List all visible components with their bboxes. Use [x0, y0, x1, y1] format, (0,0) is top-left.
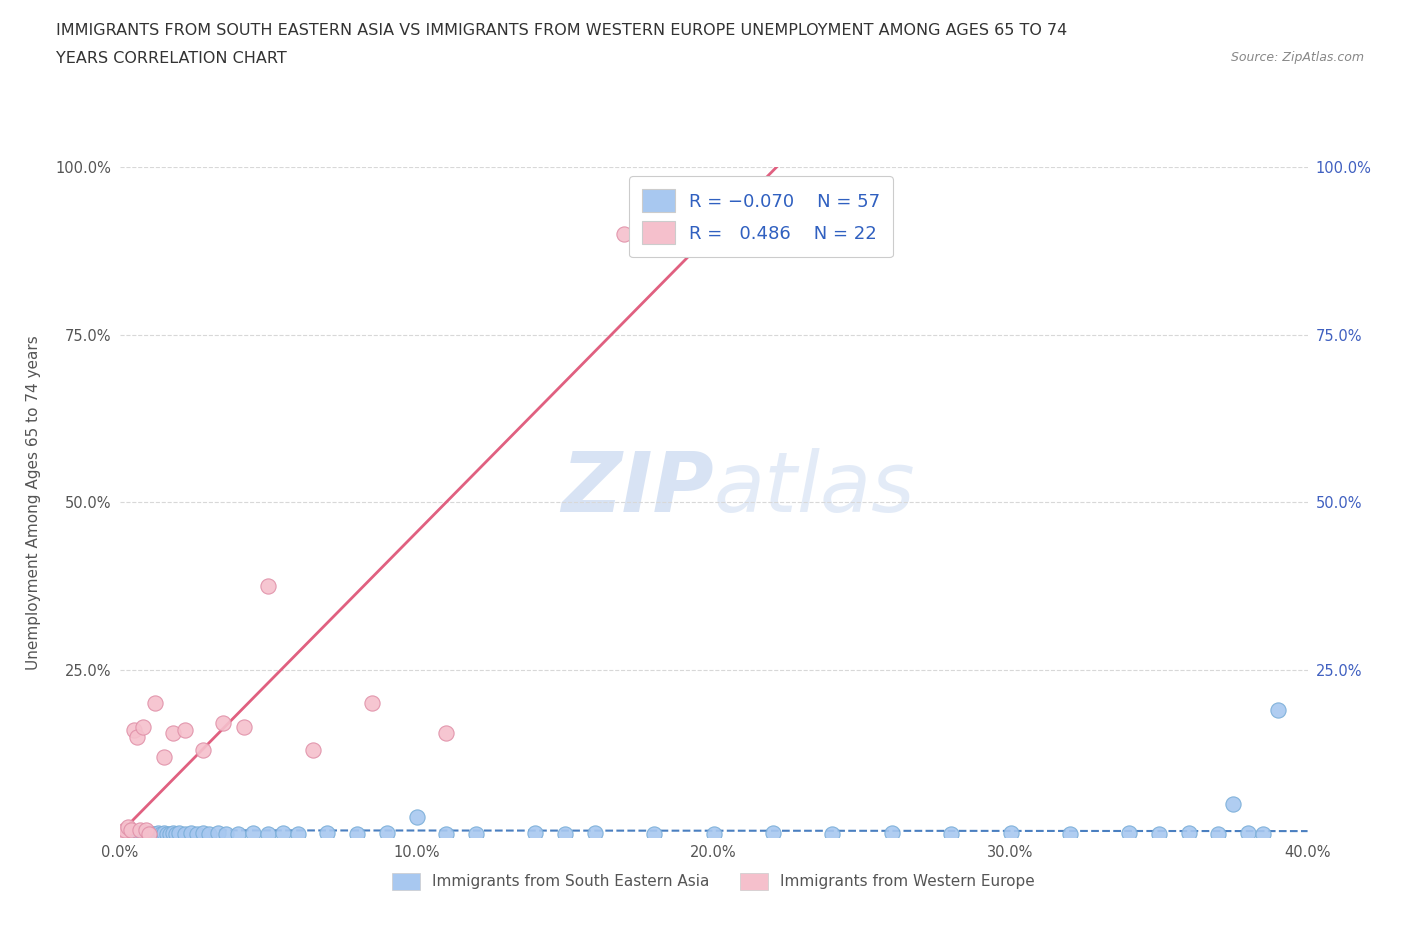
Point	[880, 826, 903, 841]
Point	[111, 826, 134, 841]
Legend: Immigrants from South Eastern Asia, Immigrants from Western Europe: Immigrants from South Eastern Asia, Immi…	[387, 867, 1040, 897]
Point	[524, 826, 547, 841]
Point	[464, 826, 486, 841]
Point	[132, 826, 155, 841]
Point	[301, 742, 323, 757]
Point	[162, 725, 184, 740]
Point	[129, 826, 152, 841]
Point	[1251, 826, 1274, 841]
Point	[1147, 826, 1170, 841]
Point	[316, 826, 339, 841]
Point	[127, 729, 149, 744]
Point	[1267, 702, 1289, 717]
Point	[346, 826, 368, 841]
Point	[228, 826, 250, 841]
Point	[233, 719, 256, 734]
Point	[434, 826, 457, 841]
Point	[180, 826, 202, 841]
Point	[1178, 826, 1201, 841]
Point	[146, 826, 169, 841]
Point	[167, 826, 190, 841]
Point	[554, 826, 576, 841]
Point	[361, 696, 384, 711]
Point	[939, 826, 962, 841]
Point	[141, 826, 163, 841]
Point	[138, 826, 160, 841]
Point	[117, 819, 139, 834]
Point	[762, 826, 785, 841]
Point	[173, 826, 195, 841]
Point	[821, 826, 844, 841]
Point	[186, 826, 208, 841]
Point	[405, 809, 427, 824]
Point	[117, 826, 139, 841]
Point	[215, 826, 238, 841]
Point	[138, 826, 160, 841]
Point	[1222, 796, 1244, 811]
Point	[124, 723, 146, 737]
Point	[124, 826, 146, 841]
Point	[156, 826, 179, 841]
Text: atlas: atlas	[713, 448, 915, 529]
Text: Source: ZipAtlas.com: Source: ZipAtlas.com	[1230, 51, 1364, 64]
Point	[173, 723, 195, 737]
Point	[702, 826, 725, 841]
Point	[132, 719, 155, 734]
Point	[375, 826, 398, 841]
Point	[434, 725, 457, 740]
Point	[191, 742, 214, 757]
Point	[191, 826, 214, 841]
Point	[1059, 826, 1081, 841]
Point	[271, 826, 294, 841]
Point	[114, 826, 136, 841]
Point	[162, 826, 184, 841]
Point	[197, 826, 219, 841]
Y-axis label: Unemployment Among Ages 65 to 74 years: Unemployment Among Ages 65 to 74 years	[27, 335, 41, 670]
Point	[257, 826, 280, 841]
Point	[153, 750, 176, 764]
Point	[165, 826, 187, 841]
Point	[120, 826, 142, 841]
Point	[207, 826, 229, 841]
Point	[129, 823, 152, 838]
Point	[1118, 826, 1140, 841]
Point	[583, 826, 606, 841]
Point	[127, 826, 149, 841]
Text: YEARS CORRELATION CHART: YEARS CORRELATION CHART	[56, 51, 287, 66]
Point	[143, 696, 166, 711]
Point	[212, 716, 235, 731]
Text: IMMIGRANTS FROM SOUTH EASTERN ASIA VS IMMIGRANTS FROM WESTERN EUROPE UNEMPLOYMEN: IMMIGRANTS FROM SOUTH EASTERN ASIA VS IM…	[56, 23, 1067, 38]
Point	[1237, 826, 1260, 841]
Point	[143, 826, 166, 841]
Point	[643, 826, 665, 841]
Point	[242, 826, 264, 841]
Point	[613, 227, 636, 242]
Point	[287, 826, 309, 841]
Point	[257, 578, 280, 593]
Point	[1208, 826, 1230, 841]
Point	[135, 823, 157, 838]
Point	[135, 826, 157, 841]
Point	[159, 826, 181, 841]
Point	[120, 823, 142, 838]
Point	[111, 826, 134, 841]
Text: ZIP: ZIP	[561, 448, 713, 529]
Point	[150, 826, 173, 841]
Point	[114, 823, 136, 838]
Point	[153, 826, 176, 841]
Point	[1000, 826, 1022, 841]
